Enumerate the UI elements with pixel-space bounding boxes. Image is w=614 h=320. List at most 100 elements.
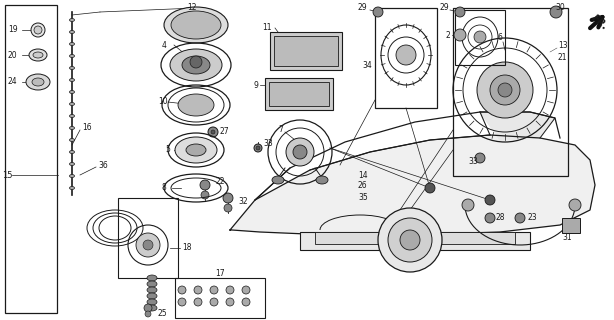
Circle shape: [477, 62, 533, 118]
Bar: [118, 198, 178, 278]
Circle shape: [31, 23, 45, 37]
Text: 30: 30: [555, 4, 565, 12]
Text: 21: 21: [558, 52, 567, 61]
Text: 9: 9: [253, 81, 258, 90]
Bar: [270, 32, 342, 70]
Ellipse shape: [69, 54, 74, 58]
Circle shape: [210, 298, 218, 306]
Polygon shape: [480, 112, 555, 140]
Text: 24: 24: [8, 77, 18, 86]
Circle shape: [194, 286, 202, 294]
Text: 18: 18: [182, 244, 192, 252]
Circle shape: [242, 286, 250, 294]
Circle shape: [226, 298, 234, 306]
Circle shape: [34, 26, 42, 34]
Text: 26: 26: [358, 181, 368, 190]
Bar: [375, 8, 437, 108]
Circle shape: [210, 286, 218, 294]
Circle shape: [515, 213, 525, 223]
Ellipse shape: [147, 281, 157, 287]
Ellipse shape: [272, 176, 284, 184]
Text: 35: 35: [358, 193, 368, 202]
Ellipse shape: [33, 52, 43, 58]
Ellipse shape: [316, 176, 328, 184]
Ellipse shape: [175, 137, 217, 163]
Text: 33: 33: [263, 139, 273, 148]
Text: 28: 28: [495, 213, 505, 222]
Ellipse shape: [147, 275, 157, 281]
Circle shape: [242, 298, 250, 306]
Ellipse shape: [69, 187, 74, 189]
Text: 34: 34: [362, 60, 371, 69]
Ellipse shape: [69, 150, 74, 154]
Text: 29: 29: [440, 4, 449, 12]
Circle shape: [485, 213, 495, 223]
Text: 8: 8: [162, 183, 167, 193]
Ellipse shape: [171, 11, 221, 39]
Text: 16: 16: [82, 124, 91, 132]
Polygon shape: [230, 135, 595, 235]
Ellipse shape: [32, 78, 44, 86]
Circle shape: [388, 218, 432, 262]
Text: 15: 15: [2, 171, 12, 180]
Text: 36: 36: [98, 161, 107, 170]
Circle shape: [208, 127, 218, 137]
Bar: [5, 5, 57, 313]
Ellipse shape: [147, 305, 157, 311]
Circle shape: [475, 153, 485, 163]
Ellipse shape: [170, 49, 222, 81]
Circle shape: [256, 146, 260, 150]
Ellipse shape: [29, 49, 47, 61]
Ellipse shape: [69, 126, 74, 130]
Ellipse shape: [26, 74, 50, 90]
Ellipse shape: [178, 94, 214, 116]
Circle shape: [143, 240, 153, 250]
Text: 10: 10: [158, 98, 168, 107]
Circle shape: [194, 298, 202, 306]
Circle shape: [254, 144, 262, 152]
Ellipse shape: [69, 174, 74, 178]
Ellipse shape: [69, 91, 74, 93]
Ellipse shape: [69, 30, 74, 34]
Text: 12: 12: [187, 4, 196, 12]
Circle shape: [200, 180, 210, 190]
Ellipse shape: [69, 43, 74, 45]
Text: 17: 17: [215, 268, 225, 277]
Ellipse shape: [69, 19, 74, 21]
Text: 7: 7: [278, 125, 283, 134]
Bar: [455, 10, 505, 65]
Circle shape: [490, 75, 520, 105]
Circle shape: [462, 199, 474, 211]
Ellipse shape: [69, 67, 74, 69]
Ellipse shape: [147, 293, 157, 299]
Circle shape: [396, 45, 416, 65]
Text: 29: 29: [358, 4, 368, 12]
Circle shape: [569, 199, 581, 211]
Circle shape: [201, 191, 209, 199]
Text: 11: 11: [262, 23, 271, 33]
Circle shape: [286, 138, 314, 166]
Text: 25: 25: [158, 308, 168, 317]
Circle shape: [211, 130, 215, 134]
Ellipse shape: [69, 163, 74, 165]
Bar: [269, 82, 329, 106]
Circle shape: [226, 286, 234, 294]
Text: 14: 14: [358, 171, 368, 180]
Bar: [274, 36, 338, 66]
Text: 31: 31: [562, 234, 572, 243]
Bar: [175, 278, 265, 318]
Ellipse shape: [147, 287, 157, 293]
Text: 22: 22: [215, 178, 225, 187]
Circle shape: [190, 56, 202, 68]
Circle shape: [400, 230, 420, 250]
Text: 6: 6: [498, 34, 503, 43]
Circle shape: [293, 145, 307, 159]
Text: 19: 19: [8, 26, 18, 35]
Text: 33: 33: [468, 157, 478, 166]
Circle shape: [145, 311, 151, 317]
Ellipse shape: [69, 115, 74, 117]
Text: 32: 32: [238, 197, 247, 206]
Circle shape: [425, 183, 435, 193]
Text: 13: 13: [558, 41, 567, 50]
Circle shape: [498, 83, 512, 97]
